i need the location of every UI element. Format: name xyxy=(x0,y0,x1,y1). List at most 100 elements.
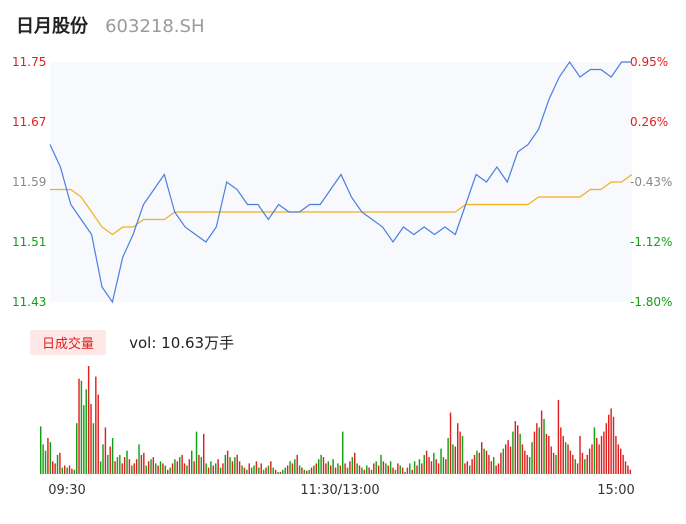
volume-bar xyxy=(313,465,315,474)
volume-bar xyxy=(246,469,248,474)
volume-bar xyxy=(111,438,114,474)
volume-bar xyxy=(603,431,605,474)
volume-bar xyxy=(265,467,267,474)
volume-bar xyxy=(47,438,49,474)
volume-bar xyxy=(560,427,562,474)
volume-bar xyxy=(339,465,342,474)
volume-bar xyxy=(126,450,128,474)
volume-bar xyxy=(382,461,385,474)
volume-bar xyxy=(277,471,279,474)
volume-bar xyxy=(375,461,377,474)
volume-bar xyxy=(596,438,598,474)
volume-bar xyxy=(447,438,449,474)
volume-bar xyxy=(203,433,205,474)
volume-bar xyxy=(608,414,610,474)
volume-bar xyxy=(433,452,435,474)
volume-bar xyxy=(579,435,581,474)
volume-bar xyxy=(466,461,469,474)
price-tick-label: 11.43 xyxy=(12,295,46,309)
volume-bar xyxy=(73,469,76,474)
volume-bar xyxy=(361,467,363,474)
volume-bar xyxy=(253,465,255,474)
volume-bar xyxy=(52,461,54,474)
volume-bar xyxy=(519,433,521,474)
volume-bar xyxy=(262,469,265,474)
volume-bar xyxy=(198,454,200,474)
volume-bar xyxy=(454,446,457,474)
volume-bar xyxy=(399,465,401,474)
price-tick-label: 11.75 xyxy=(12,55,46,69)
volume-bar xyxy=(71,468,73,474)
time-tick-label: 11:30/13:00 xyxy=(300,483,379,498)
volume-bar xyxy=(318,459,320,474)
volume-bar xyxy=(380,454,382,474)
volume-bar xyxy=(49,442,52,474)
volume-bar xyxy=(572,454,574,474)
volume-bar xyxy=(368,467,370,474)
volume-bar xyxy=(488,454,490,474)
volume-bar xyxy=(99,461,102,474)
volume-bar xyxy=(123,457,126,474)
volume-bar xyxy=(80,380,83,474)
volume-bar xyxy=(358,465,361,474)
volume-bar xyxy=(588,448,591,474)
volume-bar xyxy=(555,454,557,474)
volume-bar xyxy=(495,465,497,474)
volume-bar xyxy=(138,444,140,474)
volume-bar xyxy=(291,463,294,474)
volume-bar xyxy=(512,431,514,474)
volume-bar xyxy=(236,454,238,474)
volume-bar xyxy=(598,444,600,474)
volume-bar xyxy=(581,452,584,474)
volume-bar xyxy=(284,467,286,474)
volume-badge[interactable]: 日成交量 xyxy=(30,330,107,355)
volume-bar xyxy=(557,399,560,474)
volume-bar xyxy=(392,467,394,474)
volume-bar xyxy=(222,463,224,474)
volume-bar xyxy=(394,469,397,474)
volume-bar xyxy=(68,465,71,474)
price-line xyxy=(49,60,632,304)
volume-bar xyxy=(502,448,505,474)
volume-bar xyxy=(210,461,212,474)
volume-bar xyxy=(90,404,92,474)
volume-bar xyxy=(315,463,318,474)
volume-bar xyxy=(540,410,543,474)
volume-bar xyxy=(169,467,171,474)
volume-bar xyxy=(306,470,308,474)
volume-bar xyxy=(267,465,270,474)
volume-bar xyxy=(564,442,567,474)
volume-bar xyxy=(349,461,351,474)
volume-bar xyxy=(97,394,99,474)
volume-bar xyxy=(576,463,579,474)
volume-bar xyxy=(497,463,500,474)
volume-bar xyxy=(533,431,536,474)
volume-bar xyxy=(54,463,56,474)
volume-bar xyxy=(629,469,632,474)
volume-bar xyxy=(234,457,236,474)
volume-bar xyxy=(56,454,59,474)
volume-bar xyxy=(322,457,325,474)
volume-bar xyxy=(600,435,603,474)
volume-bar xyxy=(476,450,478,474)
volume-bar xyxy=(174,459,176,474)
volume-bar xyxy=(258,467,260,474)
volume-bar xyxy=(481,442,483,474)
volume-bar xyxy=(207,467,210,474)
volume-bar xyxy=(526,454,528,474)
volume-bar xyxy=(147,461,150,474)
volume-bar xyxy=(517,425,519,474)
volume-bar xyxy=(294,459,296,474)
volume-bar xyxy=(469,465,471,474)
volume-bar xyxy=(310,467,313,474)
volume-bar xyxy=(83,405,85,474)
volume-bar xyxy=(164,465,167,474)
volume-bar xyxy=(615,435,617,474)
volume-bar xyxy=(514,421,517,474)
volume-bar xyxy=(327,461,330,474)
volume-bar xyxy=(536,423,538,474)
volume-bar xyxy=(85,389,87,474)
volume-bar xyxy=(409,463,411,474)
volume-bar xyxy=(205,463,207,474)
volume-bar xyxy=(622,454,624,474)
